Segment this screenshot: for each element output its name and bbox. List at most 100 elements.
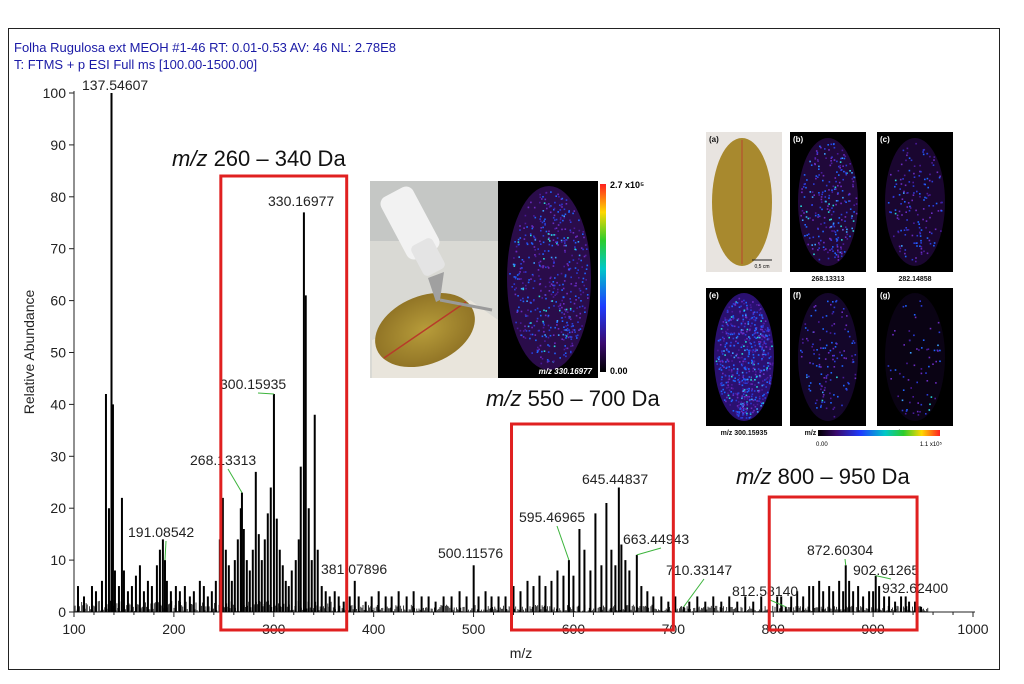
pixel xyxy=(753,409,755,412)
pixel xyxy=(842,376,845,379)
leaf-silhouette xyxy=(885,293,945,421)
pixel xyxy=(538,275,540,277)
pixel xyxy=(561,203,563,206)
pixel xyxy=(752,363,754,366)
pixel xyxy=(727,311,729,313)
pixel xyxy=(752,411,754,414)
pixel xyxy=(737,406,740,409)
pixel xyxy=(941,201,943,204)
msi-panel: (g)m/z 326.13860 xyxy=(877,288,953,437)
pixel xyxy=(756,304,758,306)
pixel xyxy=(557,288,559,291)
pixel xyxy=(818,321,820,323)
pixel xyxy=(742,376,744,378)
pixel xyxy=(813,331,815,333)
pixel xyxy=(931,162,933,164)
pixel xyxy=(852,358,854,361)
pixel xyxy=(543,324,545,326)
pixel xyxy=(761,359,763,361)
pixel xyxy=(752,362,755,365)
pixel xyxy=(741,356,743,359)
pixel xyxy=(768,382,771,385)
pixel xyxy=(524,271,527,273)
pixel xyxy=(751,360,754,363)
pixel xyxy=(548,237,550,239)
pixel xyxy=(836,160,838,163)
pixel xyxy=(835,253,838,256)
pixel xyxy=(752,349,754,351)
pixel xyxy=(901,214,903,216)
pixel xyxy=(523,227,525,229)
pixel xyxy=(565,244,567,247)
pixel xyxy=(759,336,761,339)
pixel xyxy=(537,350,539,352)
pixel xyxy=(724,354,726,356)
pixel xyxy=(728,397,731,399)
pixel xyxy=(738,374,740,377)
pixel xyxy=(577,269,579,271)
pixel xyxy=(723,399,726,401)
pixel xyxy=(816,407,818,409)
pixel xyxy=(555,301,557,303)
pixel xyxy=(931,180,934,183)
pixel xyxy=(830,218,832,221)
inset-msi-panels: 0,5 cm(a) (b)268.13313(c)282.14858(e)m/z … xyxy=(706,132,953,448)
peak-label: 191.08542 xyxy=(128,524,194,540)
pixel xyxy=(529,333,532,336)
pixel xyxy=(720,328,723,330)
pixel xyxy=(744,368,746,370)
pixel xyxy=(554,256,557,259)
peak-label-leader xyxy=(844,558,847,566)
pixel xyxy=(544,285,547,288)
pixel xyxy=(761,402,763,405)
pixel xyxy=(803,183,806,186)
pixel xyxy=(906,206,909,208)
pixel xyxy=(932,363,934,365)
pixel xyxy=(751,393,754,396)
pixel xyxy=(725,330,727,333)
pixel xyxy=(555,227,558,229)
pixel xyxy=(834,256,836,259)
pixel xyxy=(763,393,765,396)
pixel xyxy=(929,242,932,245)
pixel xyxy=(765,386,767,388)
pixel xyxy=(813,353,815,355)
x-tick-label: 200 xyxy=(162,621,186,637)
pixel xyxy=(569,229,572,232)
pixel xyxy=(523,271,525,273)
pixel xyxy=(725,367,727,369)
pixel xyxy=(913,364,916,367)
pixel xyxy=(908,169,911,172)
pixel xyxy=(849,170,851,172)
pixel xyxy=(830,162,833,165)
pixel xyxy=(922,151,924,153)
pixel xyxy=(830,372,833,374)
pixel xyxy=(722,372,724,375)
pixel xyxy=(727,332,730,335)
pixel xyxy=(760,334,763,337)
pixel xyxy=(749,376,752,378)
pixel xyxy=(896,217,899,219)
pixel xyxy=(556,242,558,245)
pixel xyxy=(816,151,819,154)
pixel xyxy=(834,346,837,348)
pixel xyxy=(848,192,851,195)
pixel xyxy=(916,190,918,193)
pixel xyxy=(822,246,825,248)
pixel xyxy=(546,361,549,363)
pixel xyxy=(768,381,771,383)
pixel xyxy=(739,406,742,409)
pixel xyxy=(524,337,527,339)
pixel xyxy=(923,183,926,185)
y-tick-label: 0 xyxy=(58,604,66,620)
pixel xyxy=(563,348,566,351)
pixel xyxy=(556,291,559,294)
pixel xyxy=(833,188,836,190)
pixel xyxy=(538,261,540,264)
pixel xyxy=(759,308,762,310)
pixel xyxy=(919,245,921,247)
pixel xyxy=(901,245,903,247)
pixel xyxy=(744,391,746,393)
pixel xyxy=(934,228,937,231)
pixel xyxy=(832,311,835,313)
